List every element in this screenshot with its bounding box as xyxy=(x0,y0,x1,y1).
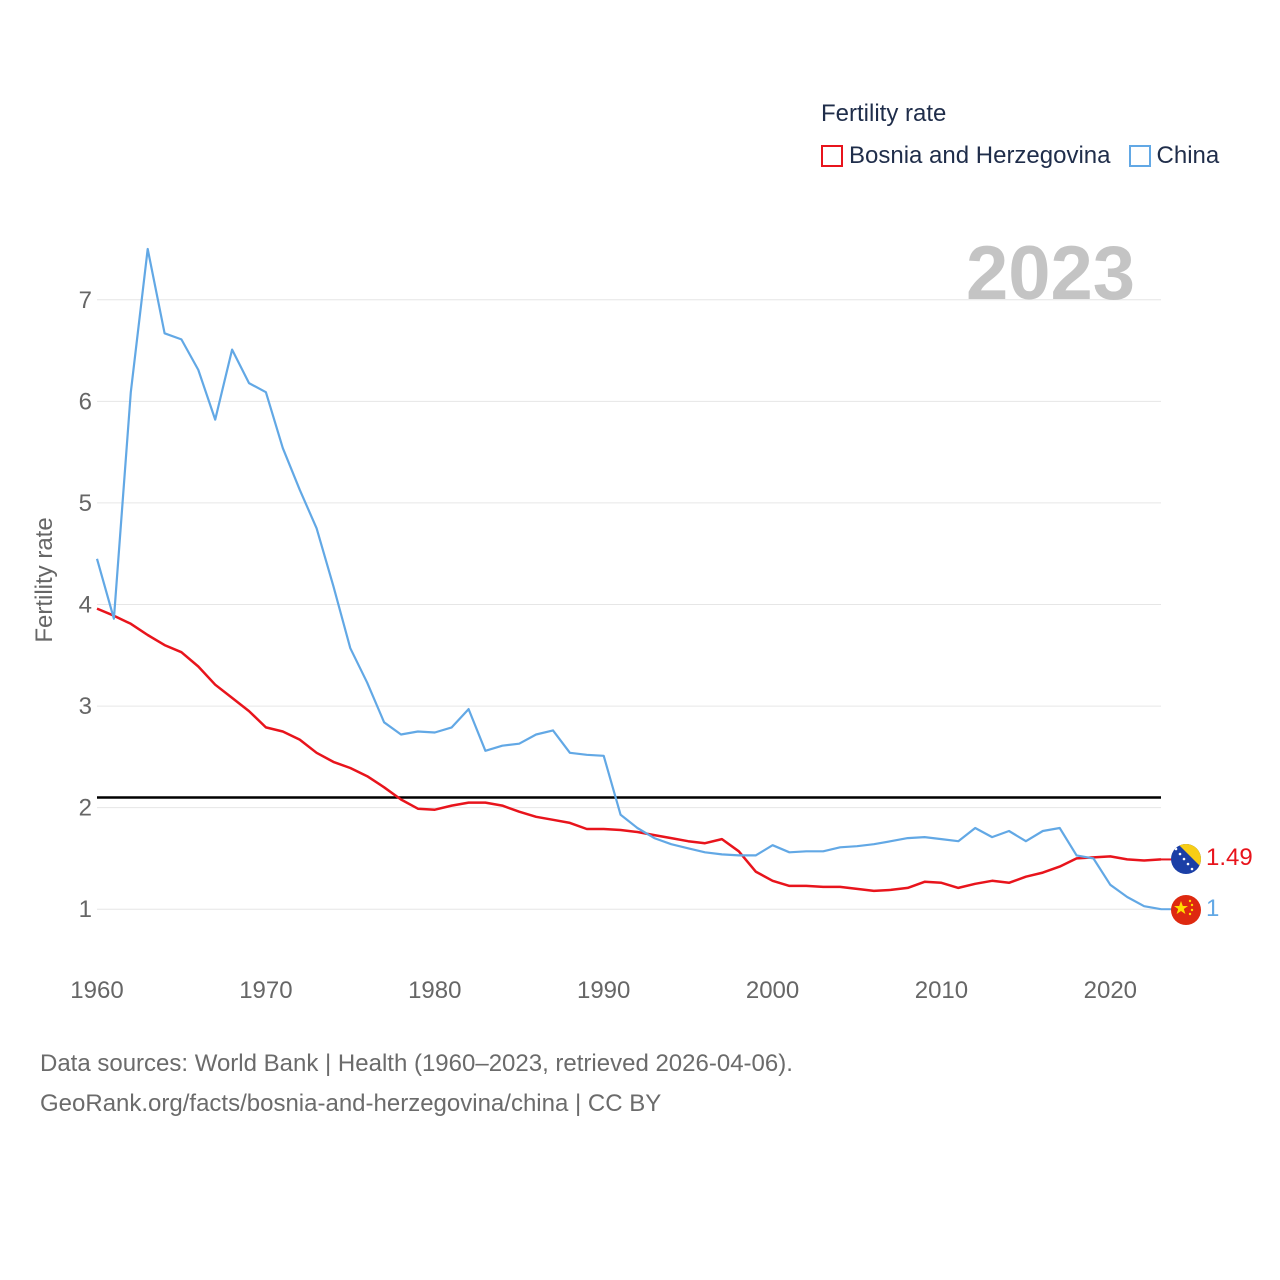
y-tick-label: 4 xyxy=(79,592,92,619)
x-tick-label: 2000 xyxy=(746,977,799,1004)
legend-item-bih[interactable]: Bosnia and Herzegovina xyxy=(821,142,1111,170)
end-label-bih: 1.49 xyxy=(1206,844,1253,871)
x-tick-label: 1960 xyxy=(70,977,123,1004)
y-tick-label: 5 xyxy=(79,490,92,517)
y-tick-label: 6 xyxy=(79,388,92,415)
x-tick-label: 2010 xyxy=(915,977,968,1004)
legend: Bosnia and Herzegovina China xyxy=(821,142,1237,170)
series-line-bih xyxy=(96,607,1162,893)
legend-swatch-bih xyxy=(821,145,843,167)
legend-label-bih: Bosnia and Herzegovina xyxy=(849,142,1111,169)
legend-swatch-china xyxy=(1128,145,1151,167)
grid-lines xyxy=(97,299,1161,910)
y-tick-label: 2 xyxy=(79,795,92,822)
footer: Data sources: World Bank | Health (1960–… xyxy=(40,1044,793,1124)
legend-label-china: China xyxy=(1156,142,1220,169)
x-tick-labels: 1960 1970 1980 1990 2000 2010 2020 xyxy=(70,977,1137,1004)
bosnia-flag-icon xyxy=(1171,844,1201,874)
x-tick-label: 1990 xyxy=(577,977,630,1004)
x-tick-label: 1970 xyxy=(239,977,292,1004)
x-tick-label: 1980 xyxy=(408,977,461,1004)
y-tick-label: 7 xyxy=(79,287,92,314)
series-lines xyxy=(95,247,1173,911)
highlight-year: 2023 xyxy=(966,231,1136,316)
y-tick-label: 3 xyxy=(79,693,92,720)
legend-item-china[interactable]: China xyxy=(1128,142,1220,170)
y-tick-labels: 1 2 3 4 5 6 7 xyxy=(79,287,92,923)
y-axis-label: Fertility rate xyxy=(31,517,58,642)
end-label-china: 1 xyxy=(1206,895,1219,922)
china-flag-icon xyxy=(1171,895,1201,925)
legend-title: Fertility rate xyxy=(821,100,947,127)
footer-source: Data sources: World Bank | Health (1960–… xyxy=(40,1050,793,1077)
footer-link[interactable]: GeoRank.org/facts/bosnia-and-herzegovina… xyxy=(40,1090,662,1117)
series-line-china xyxy=(95,247,1162,911)
y-tick-label: 1 xyxy=(79,896,92,923)
x-tick-label: 2020 xyxy=(1084,977,1137,1004)
